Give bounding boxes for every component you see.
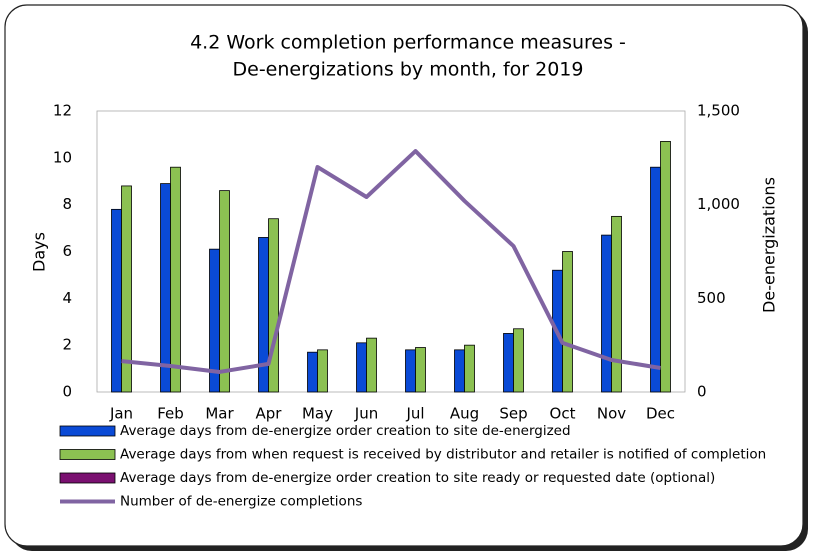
x-tick-label: Apr (256, 405, 283, 423)
x-tick-label: Feb (157, 405, 184, 423)
y-tick-label: 6 (62, 242, 72, 260)
bar (317, 349, 328, 393)
y-tick-label: 0 (62, 383, 72, 401)
x-tick-label: Aug (450, 405, 479, 423)
bar (503, 333, 514, 393)
y2-tick-label: 1,000 (697, 195, 740, 213)
bar (464, 344, 475, 393)
x-tick-label: Jan (109, 405, 133, 423)
bar (601, 234, 612, 393)
bar (170, 166, 181, 393)
bar (111, 208, 122, 393)
x-tick-label: Sep (499, 405, 527, 423)
bar (415, 347, 426, 393)
y-tick-label: 4 (62, 289, 72, 307)
legend-text: Number of de-energize completions (120, 494, 362, 510)
bar (405, 349, 416, 393)
bar (219, 190, 230, 393)
x-tick-label: May (302, 405, 333, 423)
bar (258, 237, 269, 393)
legend-text: Average days from when request is receiv… (120, 447, 766, 463)
legend-swatch (59, 472, 116, 484)
bar (366, 337, 377, 393)
x-tick-label: Jul (405, 405, 424, 423)
y2-axis-title: De-energizations (760, 177, 779, 313)
legend-swatch (59, 425, 116, 437)
line (121, 149, 661, 374)
y2-tick-label: 1,500 (697, 102, 740, 120)
bar (454, 349, 465, 393)
bar (650, 166, 661, 393)
chart-title: De-energizations by month, for 2019 (233, 59, 584, 81)
bar (611, 215, 622, 393)
bar (307, 351, 318, 393)
x-tick-label: Oct (550, 405, 576, 423)
y2-tick-label: 0 (697, 383, 707, 401)
x-tick-label: Jun (354, 405, 378, 423)
bar (660, 141, 671, 393)
bar (562, 251, 573, 393)
legend-text: Average days from de-energize order crea… (120, 423, 571, 439)
legend-text: Average days from de-energize order crea… (120, 470, 715, 486)
bar (356, 342, 367, 393)
y-tick-label: 8 (62, 195, 72, 213)
bar (268, 218, 279, 393)
bar (513, 328, 524, 393)
y-tick-label: 10 (53, 148, 72, 166)
y-tick-label: 12 (53, 102, 72, 120)
bar (121, 185, 132, 393)
x-tick-label: Mar (205, 405, 234, 423)
x-tick-label: Nov (597, 405, 626, 423)
y-axis-title: Days (30, 232, 49, 272)
legend-swatch (59, 449, 116, 460)
plot-area (96, 110, 686, 393)
chart-title: 4.2 Work completion performance measures… (190, 32, 626, 54)
y-tick-label: 2 (62, 336, 72, 354)
y2-tick-label: 500 (697, 289, 726, 307)
bar (160, 183, 171, 393)
x-tick-label: Dec (646, 405, 675, 423)
frame (4, 4, 804, 547)
